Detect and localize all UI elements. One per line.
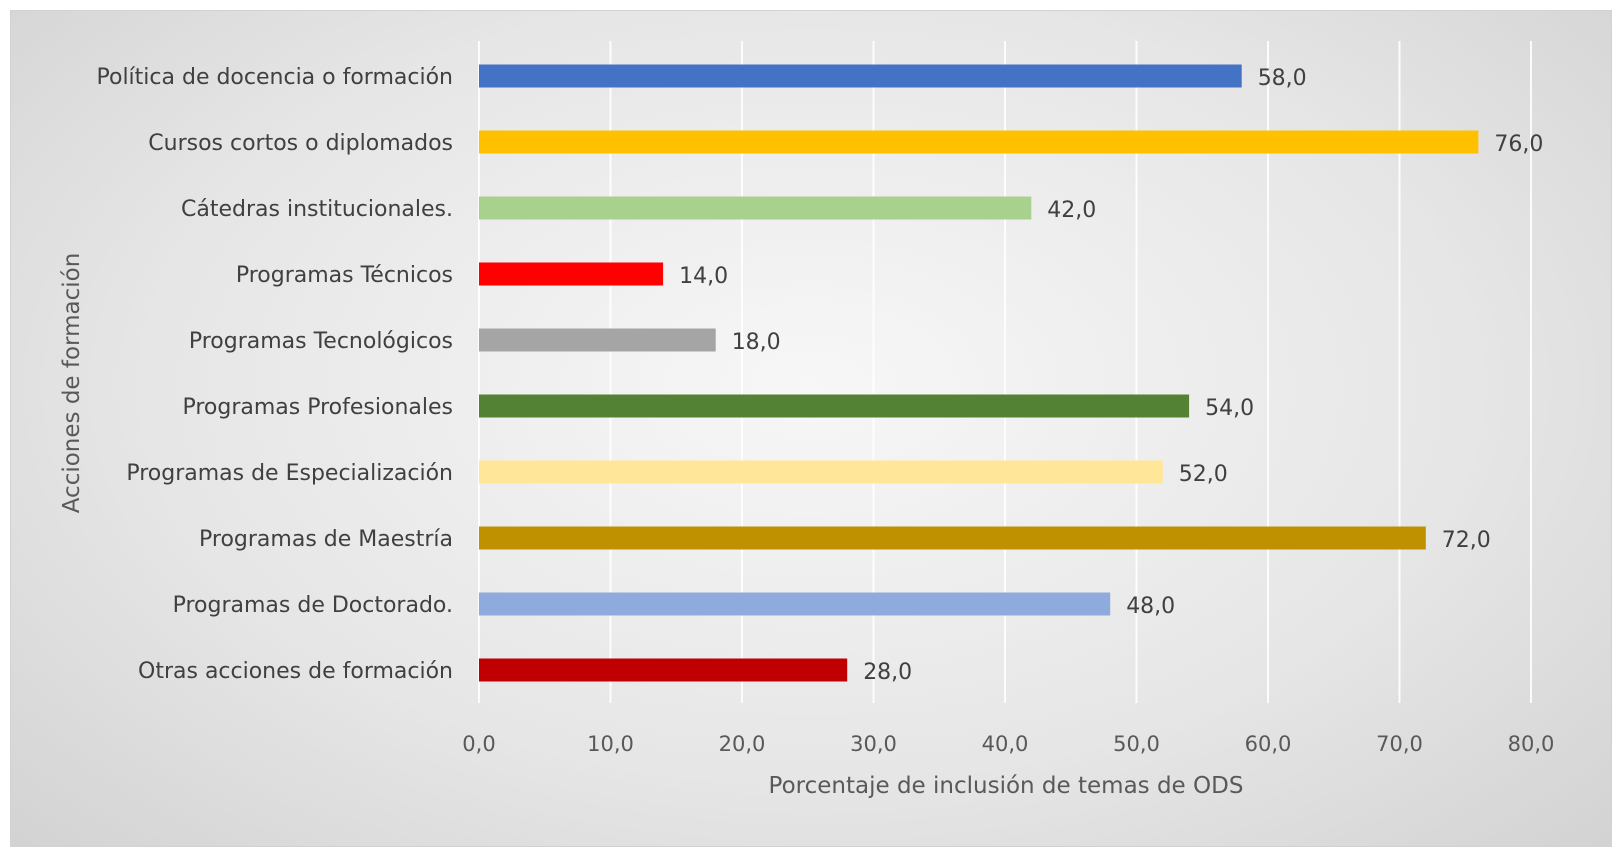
bar xyxy=(479,196,1032,220)
x-tick-label: 30,0 xyxy=(850,732,897,756)
x-tick-label: 50,0 xyxy=(1113,732,1160,756)
bar xyxy=(479,460,1163,484)
data-label: 58,0 xyxy=(1258,66,1307,91)
data-label: 48,0 xyxy=(1126,594,1175,619)
bar xyxy=(479,658,848,682)
bar xyxy=(479,394,1190,418)
x-tick-label: 10,0 xyxy=(587,732,634,756)
data-label: 42,0 xyxy=(1047,198,1096,223)
bar xyxy=(479,592,1111,616)
x-axis-title: Porcentaje de inclusión de temas de ODS xyxy=(769,773,1244,799)
data-label: 54,0 xyxy=(1205,396,1254,421)
data-label: 52,0 xyxy=(1179,462,1228,487)
data-labels: 58,0 76,0 42,0 14,0 18,0 54,0 52,0 72,0 48,0 28,0 xyxy=(679,66,1543,685)
x-tick-label: 60,0 xyxy=(1245,732,1292,756)
category-label: Programas de Especialización xyxy=(126,461,453,486)
category-label: Programas Profesionales xyxy=(182,395,453,420)
x-tick-label: 20,0 xyxy=(719,732,766,756)
x-tick-labels: 0,0 10,0 20,0 30,0 40,0 50,0 60,0 70,0 80,0 xyxy=(462,732,1554,756)
data-label: 18,0 xyxy=(732,330,781,355)
bar xyxy=(479,262,664,286)
category-label: Programas de Doctorado. xyxy=(173,593,453,618)
data-label: 72,0 xyxy=(1442,528,1491,553)
bar xyxy=(479,130,1479,154)
category-label: Programas Técnicos xyxy=(236,263,453,288)
bar xyxy=(479,526,1426,550)
category-label: Política de docencia o formación xyxy=(97,65,454,90)
bars xyxy=(479,64,1479,682)
x-tick-label: 80,0 xyxy=(1508,732,1555,756)
bar xyxy=(479,64,1242,88)
y-axis-title: Acciones de formación xyxy=(59,253,85,514)
category-label: Otras acciones de formación xyxy=(138,659,453,684)
category-labels: Política de docencia o formación Cursos c… xyxy=(97,65,454,684)
x-tick-label: 70,0 xyxy=(1376,732,1423,756)
chart-area: Política de docencia o formación Cursos c… xyxy=(10,10,1612,847)
category-label: Programas Tecnológicos xyxy=(189,329,453,354)
category-label: Cátedras institucionales. xyxy=(181,197,453,222)
data-label: 14,0 xyxy=(679,264,728,289)
bar xyxy=(479,328,716,352)
category-label: Programas de Maestría xyxy=(199,527,453,552)
x-tick-label: 0,0 xyxy=(462,732,495,756)
category-label: Cursos cortos o diplomados xyxy=(148,131,453,156)
x-tick-label: 40,0 xyxy=(982,732,1029,756)
data-label: 28,0 xyxy=(863,660,912,685)
bar-chart: Política de docencia o formación Cursos c… xyxy=(59,41,1554,799)
data-label: 76,0 xyxy=(1494,132,1543,157)
